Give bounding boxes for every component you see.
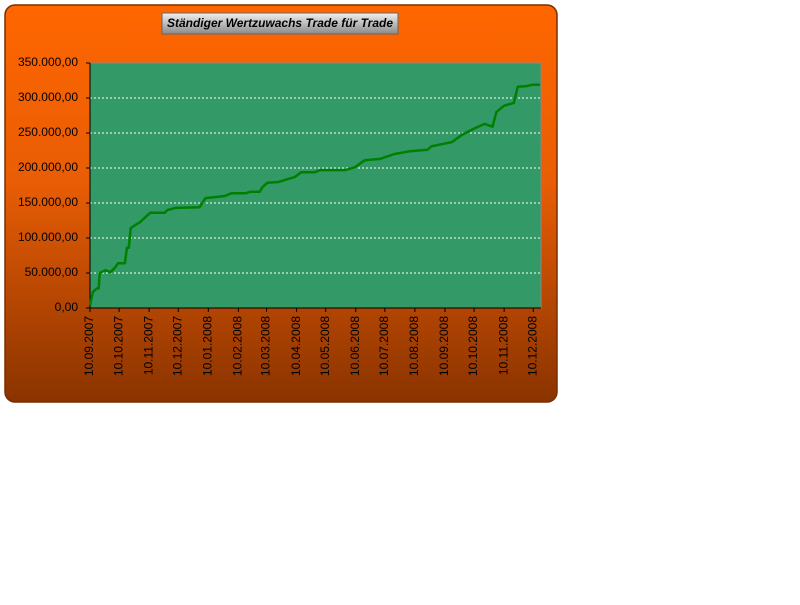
chart-title: Ständiger Wertzuwachs Trade für Trade (167, 16, 393, 30)
y-tick-label: 0,00 (55, 300, 79, 314)
x-tick-label: 10.07.2008 (377, 316, 391, 376)
x-tick-label: 10.01.2008 (200, 316, 214, 376)
x-tick-label: 10.03.2008 (259, 316, 273, 376)
x-tick-label: 10.11.2007 (141, 316, 155, 375)
x-tick-label: 10.09.2008 (437, 316, 451, 376)
y-tick-label: 350.000,00 (18, 55, 78, 69)
x-tick-label: 10.09.2007 (82, 316, 96, 376)
plot-area (89, 62, 542, 309)
y-tick-label: 100.000,00 (18, 230, 78, 244)
x-tick-label: 10.10.2007 (111, 316, 125, 376)
x-tick-label: 10.04.2008 (289, 316, 303, 376)
x-tick-label: 10.11.2008 (496, 316, 510, 375)
x-tick-label: 10.08.2008 (407, 316, 421, 376)
y-tick-label: 300.000,00 (18, 90, 78, 104)
y-tick-label: 50.000,00 (25, 265, 79, 279)
x-tick-label: 10.10.2008 (466, 316, 480, 376)
x-tick-label: 10.12.2007 (170, 316, 184, 376)
x-tick-label: 10.05.2008 (318, 316, 332, 376)
x-tick-label: 10.02.2008 (231, 316, 245, 376)
y-tick-label: 150.000,00 (18, 195, 78, 209)
x-tick-label: 10.12.2008 (525, 316, 539, 376)
y-tick-label: 250.000,00 (18, 125, 78, 139)
y-tick-label: 200.000,00 (18, 160, 78, 174)
x-tick-label: 10.06.2008 (348, 316, 362, 376)
data-line (88, 83, 540, 306)
title-box (161, 12, 399, 35)
